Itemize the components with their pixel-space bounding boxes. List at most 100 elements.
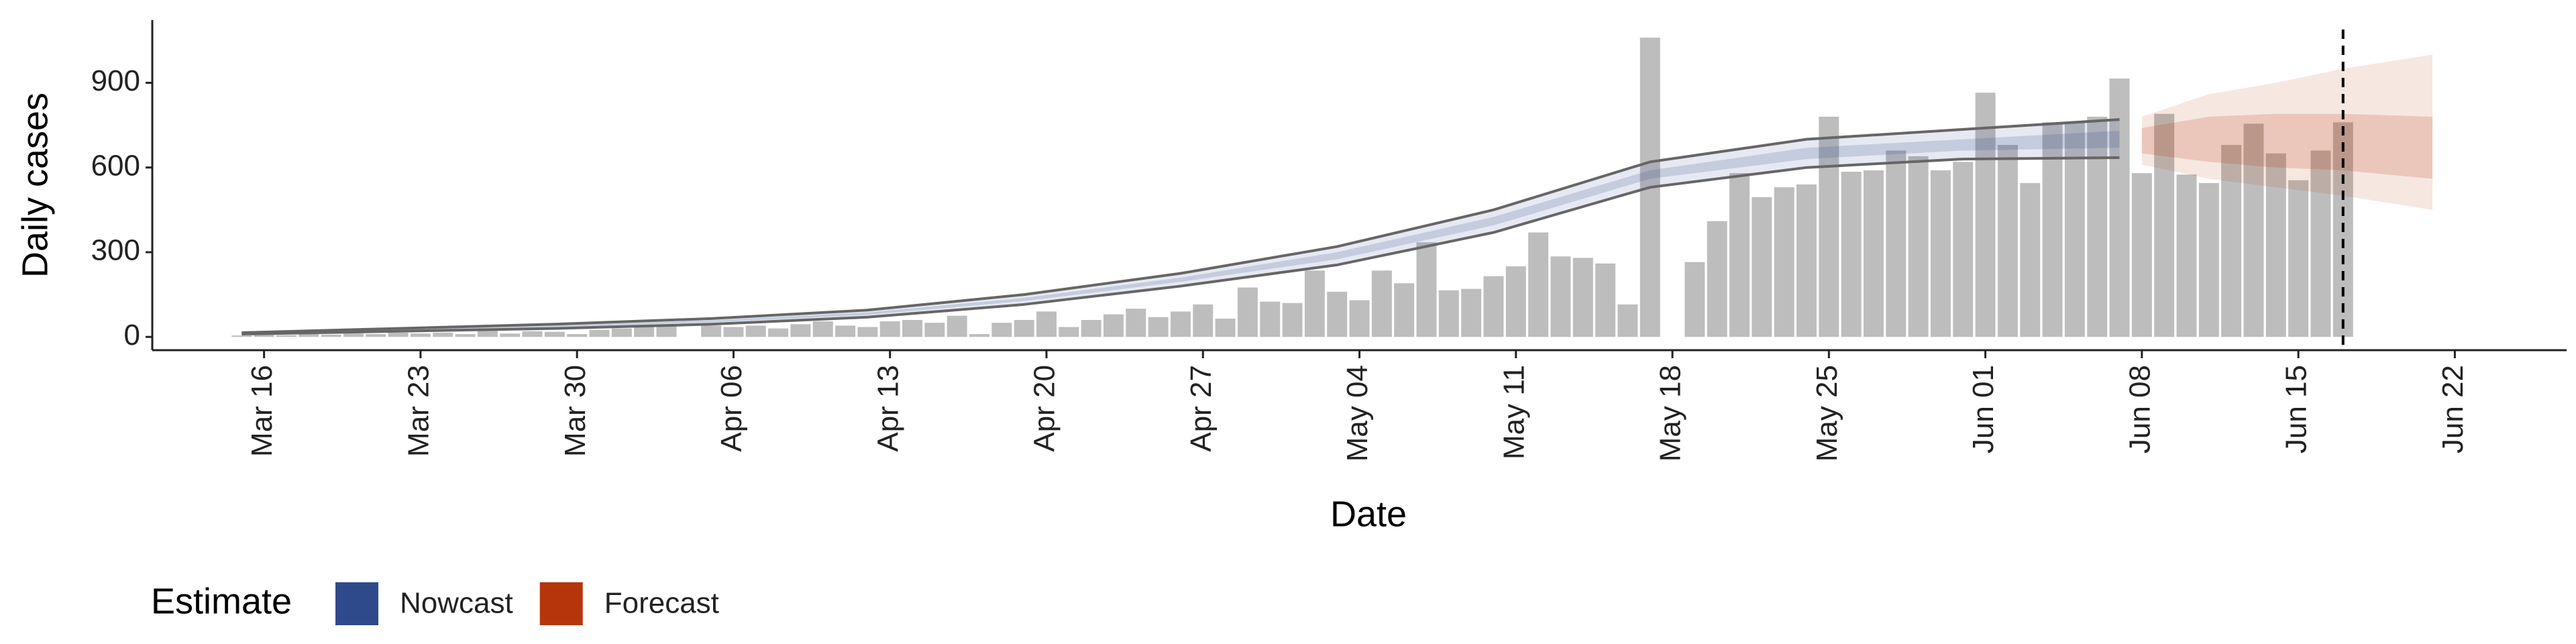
bar	[656, 325, 677, 337]
bar	[2154, 113, 2175, 337]
y-tick-label: 0	[124, 319, 140, 352]
bar	[1930, 170, 1951, 337]
bar	[1975, 93, 1996, 337]
bar	[2176, 174, 2197, 337]
y-tick-label: 600	[91, 149, 140, 182]
x-tick-label: Mar 30	[559, 365, 592, 457]
ribbon-90	[2141, 54, 2433, 210]
bar	[1081, 319, 1102, 337]
x-tick-label: May 11	[1497, 365, 1530, 460]
bar	[768, 328, 789, 337]
x-tick-label: May 18	[1654, 365, 1687, 462]
bar	[1193, 304, 1214, 337]
bar	[723, 327, 744, 337]
bar	[589, 329, 610, 337]
y-axis-title: Daily cases	[15, 93, 55, 278]
bar	[2020, 182, 2041, 337]
bar	[1617, 304, 1638, 337]
x-tick-label: Jun 01	[1967, 365, 2000, 453]
x-tick-label: Mar 23	[402, 365, 435, 457]
bar	[947, 315, 967, 337]
bar	[1752, 197, 1772, 337]
ribbon-edge	[241, 118, 2120, 334]
bar	[1953, 162, 1974, 337]
bar	[835, 325, 856, 337]
bar	[812, 321, 833, 337]
bar	[991, 323, 1012, 337]
bar	[1438, 290, 1459, 337]
legend-swatch	[539, 582, 583, 625]
bar	[790, 324, 811, 337]
bar	[1282, 303, 1303, 337]
bar	[1550, 256, 1571, 337]
ribbon-90	[241, 119, 2120, 335]
legend-swatch	[335, 582, 378, 625]
bar	[1729, 173, 1750, 337]
bar	[879, 321, 900, 337]
bar	[924, 323, 945, 337]
bar	[1349, 300, 1370, 337]
bar	[902, 319, 923, 337]
bar	[433, 332, 453, 337]
bar	[500, 333, 521, 337]
bar	[857, 327, 878, 337]
bar	[1215, 318, 1236, 337]
bar	[1327, 291, 1348, 337]
bar	[1819, 116, 1839, 337]
ribbon-50	[241, 130, 2120, 334]
legend-title: Estimate	[151, 581, 292, 621]
ribbon-edge	[241, 156, 2120, 336]
bar	[1997, 145, 2018, 337]
bar	[544, 331, 565, 337]
bar	[1528, 232, 1549, 337]
x-tick-label: May 25	[1811, 365, 1843, 462]
x-tick-label: Apr 27	[1185, 365, 1218, 452]
bar	[1126, 309, 1146, 337]
bar	[1260, 301, 1281, 337]
bar	[1170, 311, 1191, 337]
x-tick-label: May 04	[1341, 365, 1374, 462]
bar	[2221, 145, 2242, 337]
ribbon-50	[2141, 113, 2433, 179]
bar	[1059, 327, 1079, 337]
bar	[2310, 150, 2331, 337]
bar	[388, 332, 409, 337]
bar	[1237, 287, 1258, 337]
bar	[969, 334, 989, 337]
bar	[1908, 156, 1929, 337]
bar	[276, 335, 297, 337]
bar	[1796, 184, 1817, 337]
legend-label: Nowcast	[400, 587, 513, 620]
x-axis-title: Date	[1330, 494, 1407, 534]
bar	[1863, 170, 1884, 337]
bar	[1461, 288, 1482, 337]
bar	[1394, 283, 1415, 337]
x-tick-label: Apr 13	[871, 365, 904, 452]
bar	[522, 331, 543, 337]
x-tick-label: Apr 06	[715, 365, 748, 452]
bar	[567, 334, 588, 337]
bar	[1483, 276, 1504, 337]
bar	[1505, 266, 1526, 337]
bar	[745, 325, 766, 337]
bar	[343, 333, 364, 337]
bar	[1148, 317, 1169, 337]
bar	[231, 335, 252, 337]
legend-label: Forecast	[604, 587, 719, 620]
bar	[1304, 270, 1325, 337]
bar	[611, 328, 632, 337]
bar	[1416, 242, 1437, 337]
bar	[1595, 263, 1616, 337]
bar	[254, 334, 274, 337]
bar	[2243, 123, 2264, 337]
bar	[1886, 150, 1907, 337]
bar	[2109, 78, 2130, 337]
y-tick-label: 900	[91, 64, 140, 97]
x-tick-label: Jun 22	[2436, 365, 2469, 453]
bar	[634, 327, 655, 337]
bar	[366, 334, 386, 337]
bar	[1371, 270, 1392, 337]
bar	[455, 334, 476, 337]
bar	[1684, 262, 1705, 337]
bar	[1036, 311, 1057, 337]
